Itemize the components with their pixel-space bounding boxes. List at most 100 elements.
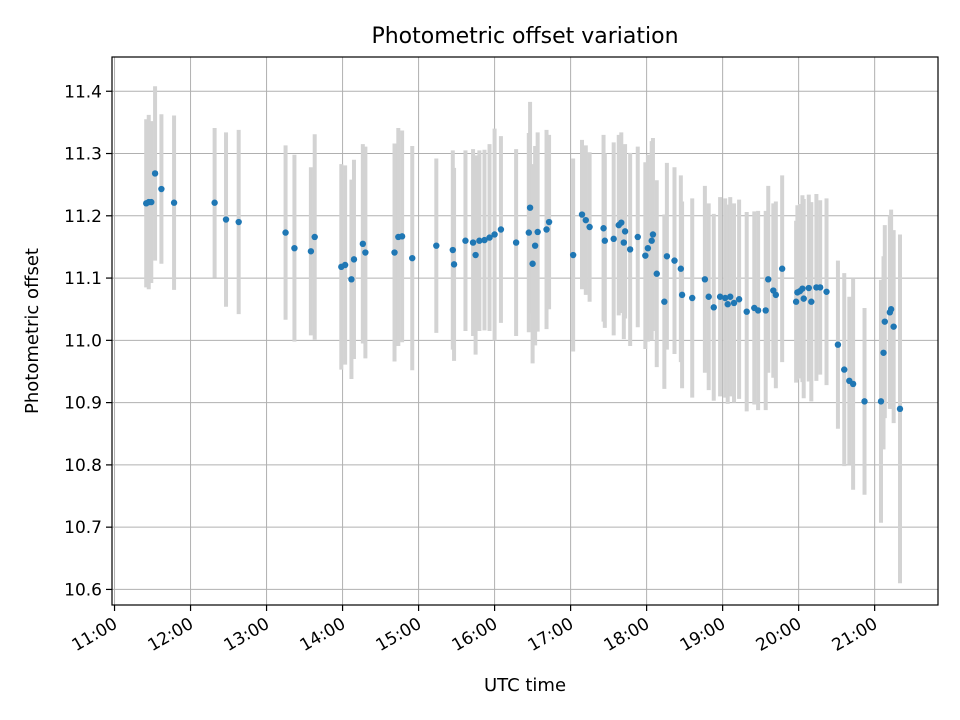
data-point — [601, 237, 609, 244]
data-point — [634, 233, 641, 241]
data-point — [543, 226, 550, 233]
data-point — [610, 235, 617, 243]
y-tick-label: 10.6 — [64, 580, 102, 600]
data-point — [800, 295, 807, 302]
data-point — [677, 265, 685, 272]
data-point — [710, 304, 717, 311]
x-tick-label: 14:00 — [297, 614, 349, 656]
data-point — [462, 237, 469, 244]
x-tick-label: 16:00 — [449, 614, 501, 656]
data-point — [362, 249, 369, 256]
plot-frame — [111, 56, 939, 606]
data-point — [877, 398, 885, 405]
data-point — [881, 318, 888, 325]
data-point — [743, 308, 750, 315]
data-point — [834, 341, 842, 348]
data-point — [450, 261, 458, 268]
data-point — [211, 199, 218, 206]
data-point — [649, 231, 657, 238]
data-point — [724, 301, 731, 308]
data-point — [398, 233, 406, 240]
x-tick-label: 15:00 — [373, 614, 425, 656]
data-point — [887, 306, 895, 313]
data-point — [486, 234, 493, 241]
data-point — [642, 252, 649, 259]
data-point — [896, 405, 904, 413]
data-point — [148, 198, 155, 206]
data-point — [307, 248, 315, 255]
data-point — [778, 265, 786, 272]
data-point — [348, 276, 355, 283]
data-point — [808, 298, 815, 305]
data-point — [469, 239, 477, 246]
data-point — [890, 323, 897, 330]
data-point — [491, 231, 498, 238]
data-points — [143, 170, 904, 413]
data-point — [721, 294, 729, 302]
data-point — [621, 228, 629, 235]
data-point — [409, 254, 416, 262]
data-point — [170, 199, 178, 206]
data-point — [716, 293, 724, 300]
x-axis-label: UTC time — [484, 675, 566, 696]
data-point — [526, 204, 534, 211]
chart-title: Photometric offset variation — [371, 24, 678, 49]
data-point — [391, 249, 398, 256]
data-point — [626, 246, 634, 253]
x-tick-label: 19:00 — [677, 614, 729, 656]
data-point — [311, 233, 318, 241]
data-point — [705, 293, 712, 300]
data-point — [529, 260, 536, 267]
data-point — [880, 349, 887, 356]
y-tick-label: 10.7 — [64, 518, 102, 538]
x-tick-label: 13:00 — [221, 614, 273, 656]
data-point — [525, 229, 533, 236]
data-point — [727, 293, 734, 300]
data-point — [816, 284, 824, 291]
data-point — [701, 276, 709, 283]
x-tick-label: 17:00 — [525, 614, 577, 656]
data-point — [644, 244, 652, 252]
data-point — [772, 291, 780, 299]
data-point — [222, 216, 230, 223]
data-point — [754, 307, 762, 314]
y-tick-label: 11.2 — [64, 207, 102, 227]
data-point — [497, 226, 505, 233]
data-point — [512, 239, 520, 246]
data-point — [481, 236, 488, 244]
data-point — [578, 211, 586, 218]
data-point — [730, 299, 738, 307]
x-tick-label: 18:00 — [601, 614, 653, 656]
data-point — [823, 288, 830, 295]
data-point — [235, 218, 242, 226]
y-tick-label: 11.0 — [64, 331, 102, 351]
data-point — [433, 242, 440, 249]
data-point — [841, 366, 848, 373]
error-bars — [144, 86, 902, 584]
y-tick-label: 11.1 — [64, 269, 102, 289]
data-point — [586, 223, 593, 231]
data-point — [282, 229, 289, 236]
data-point — [449, 246, 456, 254]
data-point — [849, 380, 857, 388]
data-point — [600, 225, 607, 232]
data-point — [350, 256, 358, 263]
data-point — [735, 296, 743, 303]
y-tick-label: 11.4 — [64, 82, 102, 102]
data-point — [689, 294, 696, 302]
data-point — [151, 170, 159, 177]
data-point — [661, 298, 668, 305]
y-tick-label: 11.3 — [64, 145, 102, 165]
y-axis-label: Photometric offset — [22, 248, 43, 414]
grid-lines — [112, 57, 938, 605]
data-point — [861, 398, 868, 405]
data-point — [582, 216, 590, 224]
data-point — [653, 270, 660, 277]
data-point — [648, 237, 655, 244]
data-point — [618, 219, 625, 226]
data-point — [158, 185, 165, 193]
data-point — [678, 291, 686, 299]
data-point — [765, 276, 772, 283]
data-point — [476, 237, 483, 244]
